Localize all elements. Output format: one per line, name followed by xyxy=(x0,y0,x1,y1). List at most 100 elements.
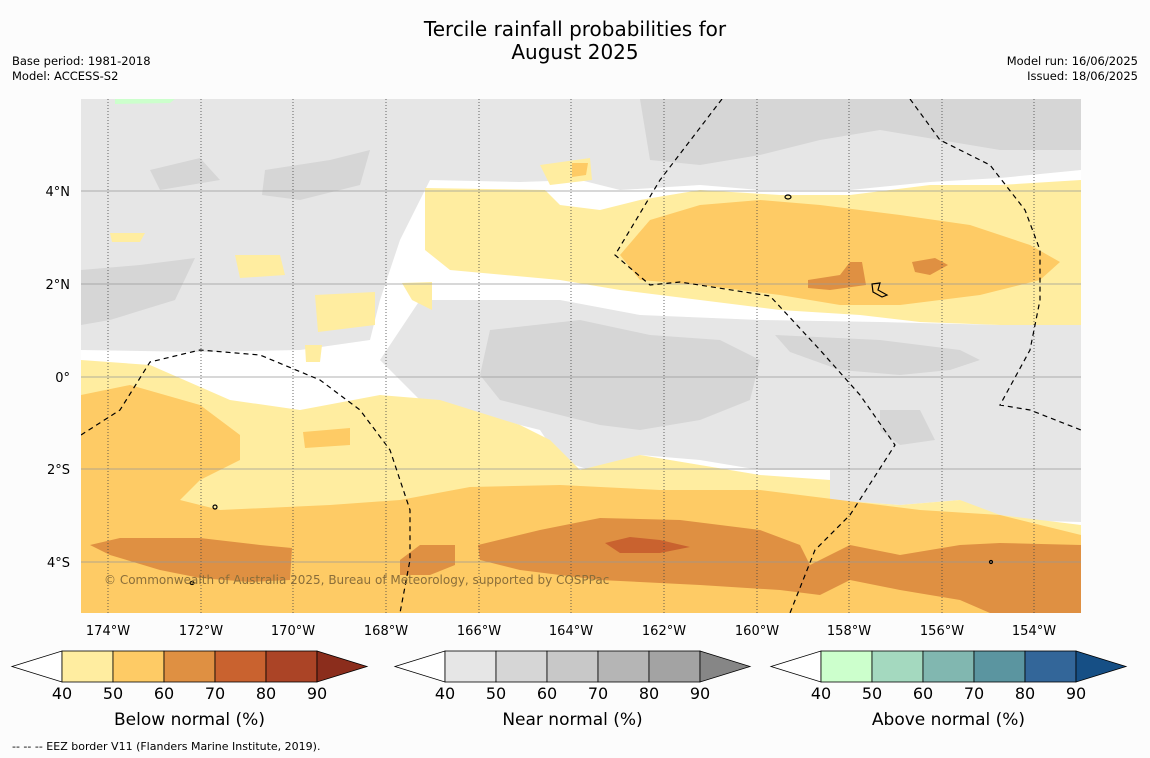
issued-date: Issued: 18/06/2025 xyxy=(1027,69,1138,83)
colorbar-tick-label: 70 xyxy=(205,684,225,703)
colorbar-segment xyxy=(922,650,975,683)
near-normal-darker-2 xyxy=(480,320,760,430)
colorbar-segment xyxy=(546,650,599,683)
colorbar-segment xyxy=(820,650,873,683)
colorbar-extend-low xyxy=(10,650,63,683)
colorbar-tick-label: 40 xyxy=(52,684,72,703)
colorbar-extend-high xyxy=(316,650,369,683)
below-normal-small-6 xyxy=(305,345,322,362)
colorbar-title: Below normal (%) xyxy=(114,710,265,730)
below-normal-small-3 xyxy=(315,292,375,332)
colorbar-tick-label: 60 xyxy=(913,684,933,703)
below-normal-60-patch xyxy=(808,262,866,290)
near-normal-darker-4 xyxy=(262,150,370,200)
model-run: Model run: 16/06/2025 xyxy=(1006,54,1138,68)
colorbar-tick-label: 50 xyxy=(486,684,506,703)
colorbar-segment xyxy=(444,650,497,683)
island-group xyxy=(871,282,889,298)
colorbar-tick-label: 70 xyxy=(588,684,608,703)
colorbar-tick-label: 60 xyxy=(154,684,174,703)
colorbar-segment xyxy=(648,650,701,683)
colorbar-tick-label: 50 xyxy=(862,684,882,703)
base-period: Base period: 1981-2018 xyxy=(12,54,151,68)
colorbar-tick-label: 40 xyxy=(435,684,455,703)
colorbar-extend-low xyxy=(769,650,822,683)
latitude-labels: 4°N 2°N 0° 2°S 4°S xyxy=(46,185,71,571)
colorbar-segment xyxy=(214,650,267,683)
below-normal-60-patch-2 xyxy=(912,258,948,275)
colorbar-segment xyxy=(163,650,216,683)
colorbar-tick-label: 80 xyxy=(256,684,276,703)
colorbar-tick-label: 80 xyxy=(1015,684,1035,703)
colorbar-tick-label: 50 xyxy=(103,684,123,703)
latitude-label: 2°S xyxy=(47,463,70,478)
colorbar-extend-high xyxy=(699,650,752,683)
colorbar-title: Above normal (%) xyxy=(872,710,1025,730)
longitude-label: 160°W xyxy=(735,624,779,639)
longitude-label: 164°W xyxy=(549,624,593,639)
islands xyxy=(189,194,994,586)
colorbar-tick-label: 90 xyxy=(1066,684,1086,703)
below-normal-50-patch-2 xyxy=(572,163,588,177)
longitude-label: 172°W xyxy=(179,624,223,639)
title-line-2: August 2025 xyxy=(511,40,639,64)
longitude-labels: 174°W 172°W 170°W 168°W 166°W 164°W 162°W 160°W… xyxy=(86,624,1056,639)
colorbar-segment xyxy=(973,650,1026,683)
longitude-label: 156°W xyxy=(920,624,964,639)
below-normal-50-north xyxy=(620,200,1060,305)
colorbar-segment xyxy=(61,650,114,683)
latitude-label: 4°S xyxy=(47,556,70,571)
near-normal-darker-6 xyxy=(775,335,980,375)
colorbar-segment xyxy=(112,650,165,683)
longitude-label: 170°W xyxy=(271,624,315,639)
near-normal-darker-7 xyxy=(880,410,935,445)
model-name: Model: ACCESS-S2 xyxy=(12,69,119,83)
map-title: Tercile rainfall probabilities for Augus… xyxy=(0,18,1150,64)
colorbar-tick-label: 70 xyxy=(964,684,984,703)
longitude-label: 174°W xyxy=(86,624,130,639)
longitude-label: 158°W xyxy=(827,624,871,639)
colorbar-2: 40 50 60 70 80 90 Near normal (%) xyxy=(393,650,752,730)
colorbars: 40 50 60 70 80 90 Below normal (%) 40 50 60 70 80 90… xyxy=(10,650,1128,730)
near-normal-darker-5 xyxy=(81,258,195,325)
longitude-label: 154°W xyxy=(1012,624,1056,639)
title-line-1: Tercile rainfall probabilities for xyxy=(423,17,727,41)
colorbar-segment xyxy=(495,650,548,683)
colorbar-segment xyxy=(871,650,924,683)
below-normal-70-patch xyxy=(605,537,690,553)
latitude-label: 4°N xyxy=(46,185,71,200)
latitude-label: 0° xyxy=(55,371,70,386)
colorbar-title: Near normal (%) xyxy=(502,710,642,730)
below-normal-small-2 xyxy=(235,255,285,278)
meta-left: Base period: 1981-2018 Model: ACCESS-S2 xyxy=(12,54,151,84)
colorbar-segment xyxy=(265,650,318,683)
below-normal-60-band-2 xyxy=(400,545,455,575)
colorbar-tick-label: 90 xyxy=(690,684,710,703)
island-small-2 xyxy=(988,559,994,565)
colorbar-tick-label: 40 xyxy=(811,684,831,703)
near-normal-darker-1 xyxy=(640,99,1081,165)
eez-borders xyxy=(81,99,1081,613)
colorbar-tick-label: 80 xyxy=(639,684,659,703)
meta-right: Model run: 16/06/2025 Issued: 18/06/2025 xyxy=(1007,54,1138,84)
latitude-label: 2°N xyxy=(46,278,71,293)
longitude-label: 162°W xyxy=(642,624,686,639)
colorbar-segment xyxy=(1024,650,1077,683)
colorbar-3: 40 50 60 70 80 90 Above normal (%) xyxy=(769,650,1128,730)
eez-border-west xyxy=(81,349,411,613)
colorbar-segment xyxy=(597,650,650,683)
above-normal-patch xyxy=(115,99,175,104)
below-normal-60-band xyxy=(90,538,292,582)
longitude-label: 168°W xyxy=(364,624,408,639)
below-normal-50-patch xyxy=(303,428,350,448)
near-normal-darker-3 xyxy=(150,158,220,190)
island-small xyxy=(212,504,218,510)
colorbar-tick-label: 60 xyxy=(537,684,557,703)
gridlines xyxy=(81,99,1081,613)
below-normal-small-4 xyxy=(402,282,432,310)
island xyxy=(784,194,792,200)
eez-footnote: -- -- -- EEZ border V11 (Flanders Marine… xyxy=(12,740,321,753)
longitude-label: 166°W xyxy=(457,624,501,639)
map-field xyxy=(81,99,1081,613)
